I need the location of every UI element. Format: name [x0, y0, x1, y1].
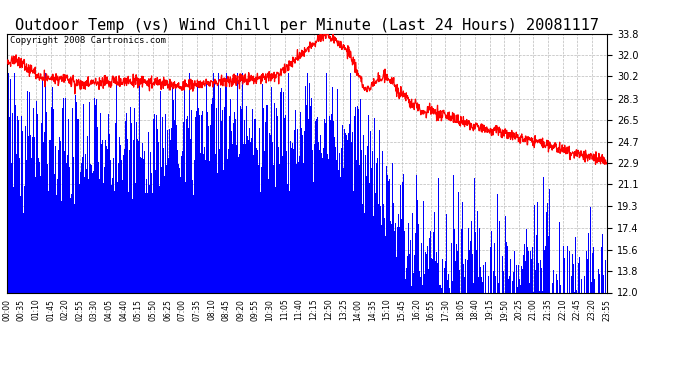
Text: Copyright 2008 Cartronics.com: Copyright 2008 Cartronics.com [10, 36, 166, 45]
Title: Outdoor Temp (vs) Wind Chill per Minute (Last 24 Hours) 20081117: Outdoor Temp (vs) Wind Chill per Minute … [15, 18, 599, 33]
